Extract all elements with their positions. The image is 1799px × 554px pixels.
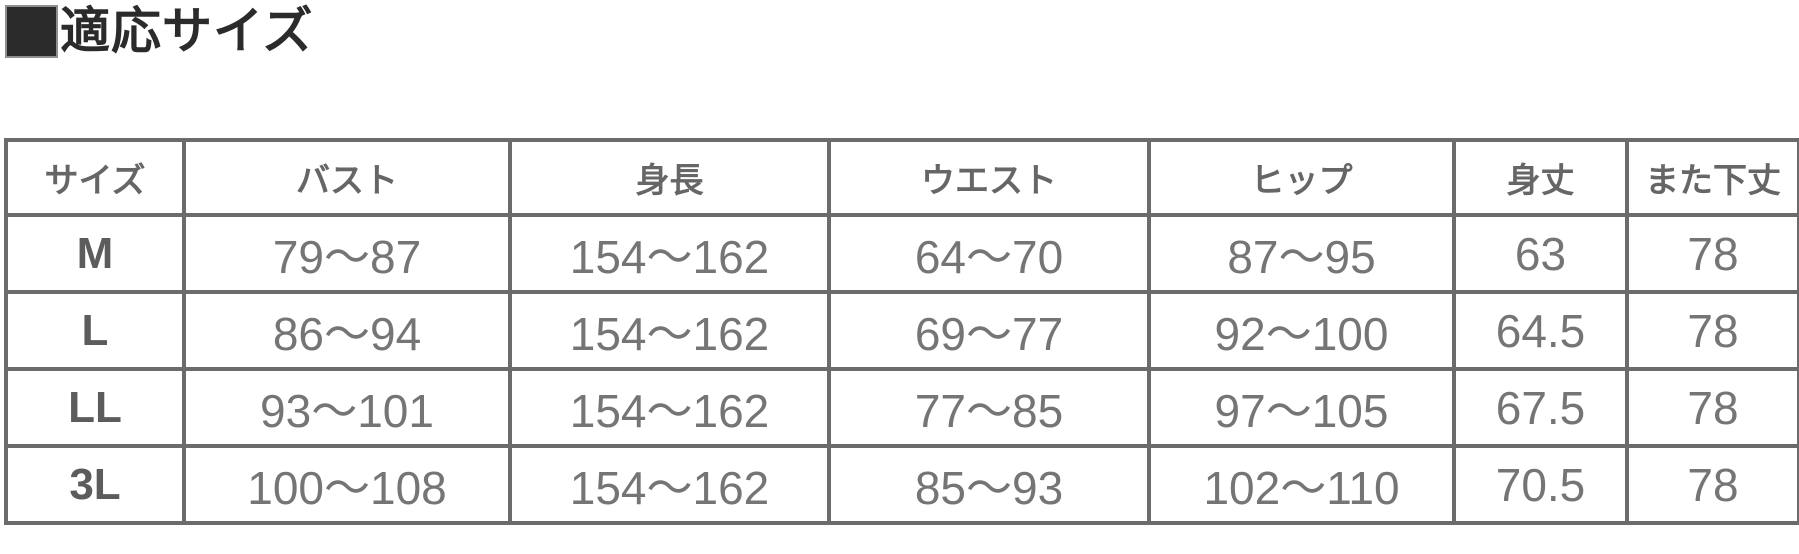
waist-value: 69〜77: [827, 290, 1151, 371]
bust-value: 86〜94: [182, 290, 512, 371]
size-label: 3L: [4, 444, 186, 525]
table-row-3l: 3L 100〜108 154〜162 85〜93 102〜110 70.5 78: [4, 444, 1799, 525]
applicable-size-table: サイズ バスト 身長 ウエスト ヒップ 身丈 また下丈 M 79〜87 154〜…: [4, 138, 1799, 525]
table-row-ll: LL 93〜101 154〜162 77〜85 97〜105 67.5 78: [4, 367, 1799, 448]
waist-value: 85〜93: [827, 444, 1151, 525]
inseam-value: 78: [1625, 444, 1799, 525]
column-header-body-length: 身丈: [1452, 138, 1629, 217]
table-row-m: M 79〜87 154〜162 64〜70 87〜95 63 78: [4, 213, 1799, 294]
size-label: M: [4, 213, 186, 294]
column-header-waist: ウエスト: [827, 138, 1151, 217]
inseam-value: 78: [1625, 367, 1799, 448]
height-value: 154〜162: [508, 367, 831, 448]
size-label: LL: [4, 367, 186, 448]
hip-value: 97〜105: [1147, 367, 1456, 448]
height-value: 154〜162: [508, 213, 831, 294]
column-header-height: 身長: [508, 138, 831, 217]
body-length-value: 64.5: [1452, 290, 1629, 371]
waist-value: 64〜70: [827, 213, 1151, 294]
height-value: 154〜162: [508, 290, 831, 371]
body-length-value: 63: [1452, 213, 1629, 294]
hip-value: 102〜110: [1147, 444, 1456, 525]
bust-value: 100〜108: [182, 444, 512, 525]
header-row: サイズ バスト 身長 ウエスト ヒップ 身丈 また下丈: [4, 138, 1799, 217]
column-header-bust: バスト: [182, 138, 512, 217]
body-length-value: 70.5: [1452, 444, 1629, 525]
black-square-icon: [5, 4, 58, 58]
inseam-value: 78: [1625, 290, 1799, 371]
column-header-hip: ヒップ: [1147, 138, 1456, 217]
inseam-value: 78: [1625, 213, 1799, 294]
size-label: L: [4, 290, 186, 371]
bust-value: 93〜101: [182, 367, 512, 448]
height-value: 154〜162: [508, 444, 831, 525]
table-row-l: L 86〜94 154〜162 69〜77 92〜100 64.5 78: [4, 290, 1799, 371]
column-header-inseam: また下丈: [1625, 138, 1799, 217]
waist-value: 77〜85: [827, 367, 1151, 448]
page-title: 適応サイズ: [60, 3, 314, 59]
hip-value: 87〜95: [1147, 213, 1456, 294]
bust-value: 79〜87: [182, 213, 512, 294]
body-length-value: 67.5: [1452, 367, 1629, 448]
section-title: 適応サイズ: [5, 0, 314, 62]
column-header-size: サイズ: [4, 138, 186, 217]
hip-value: 92〜100: [1147, 290, 1456, 371]
